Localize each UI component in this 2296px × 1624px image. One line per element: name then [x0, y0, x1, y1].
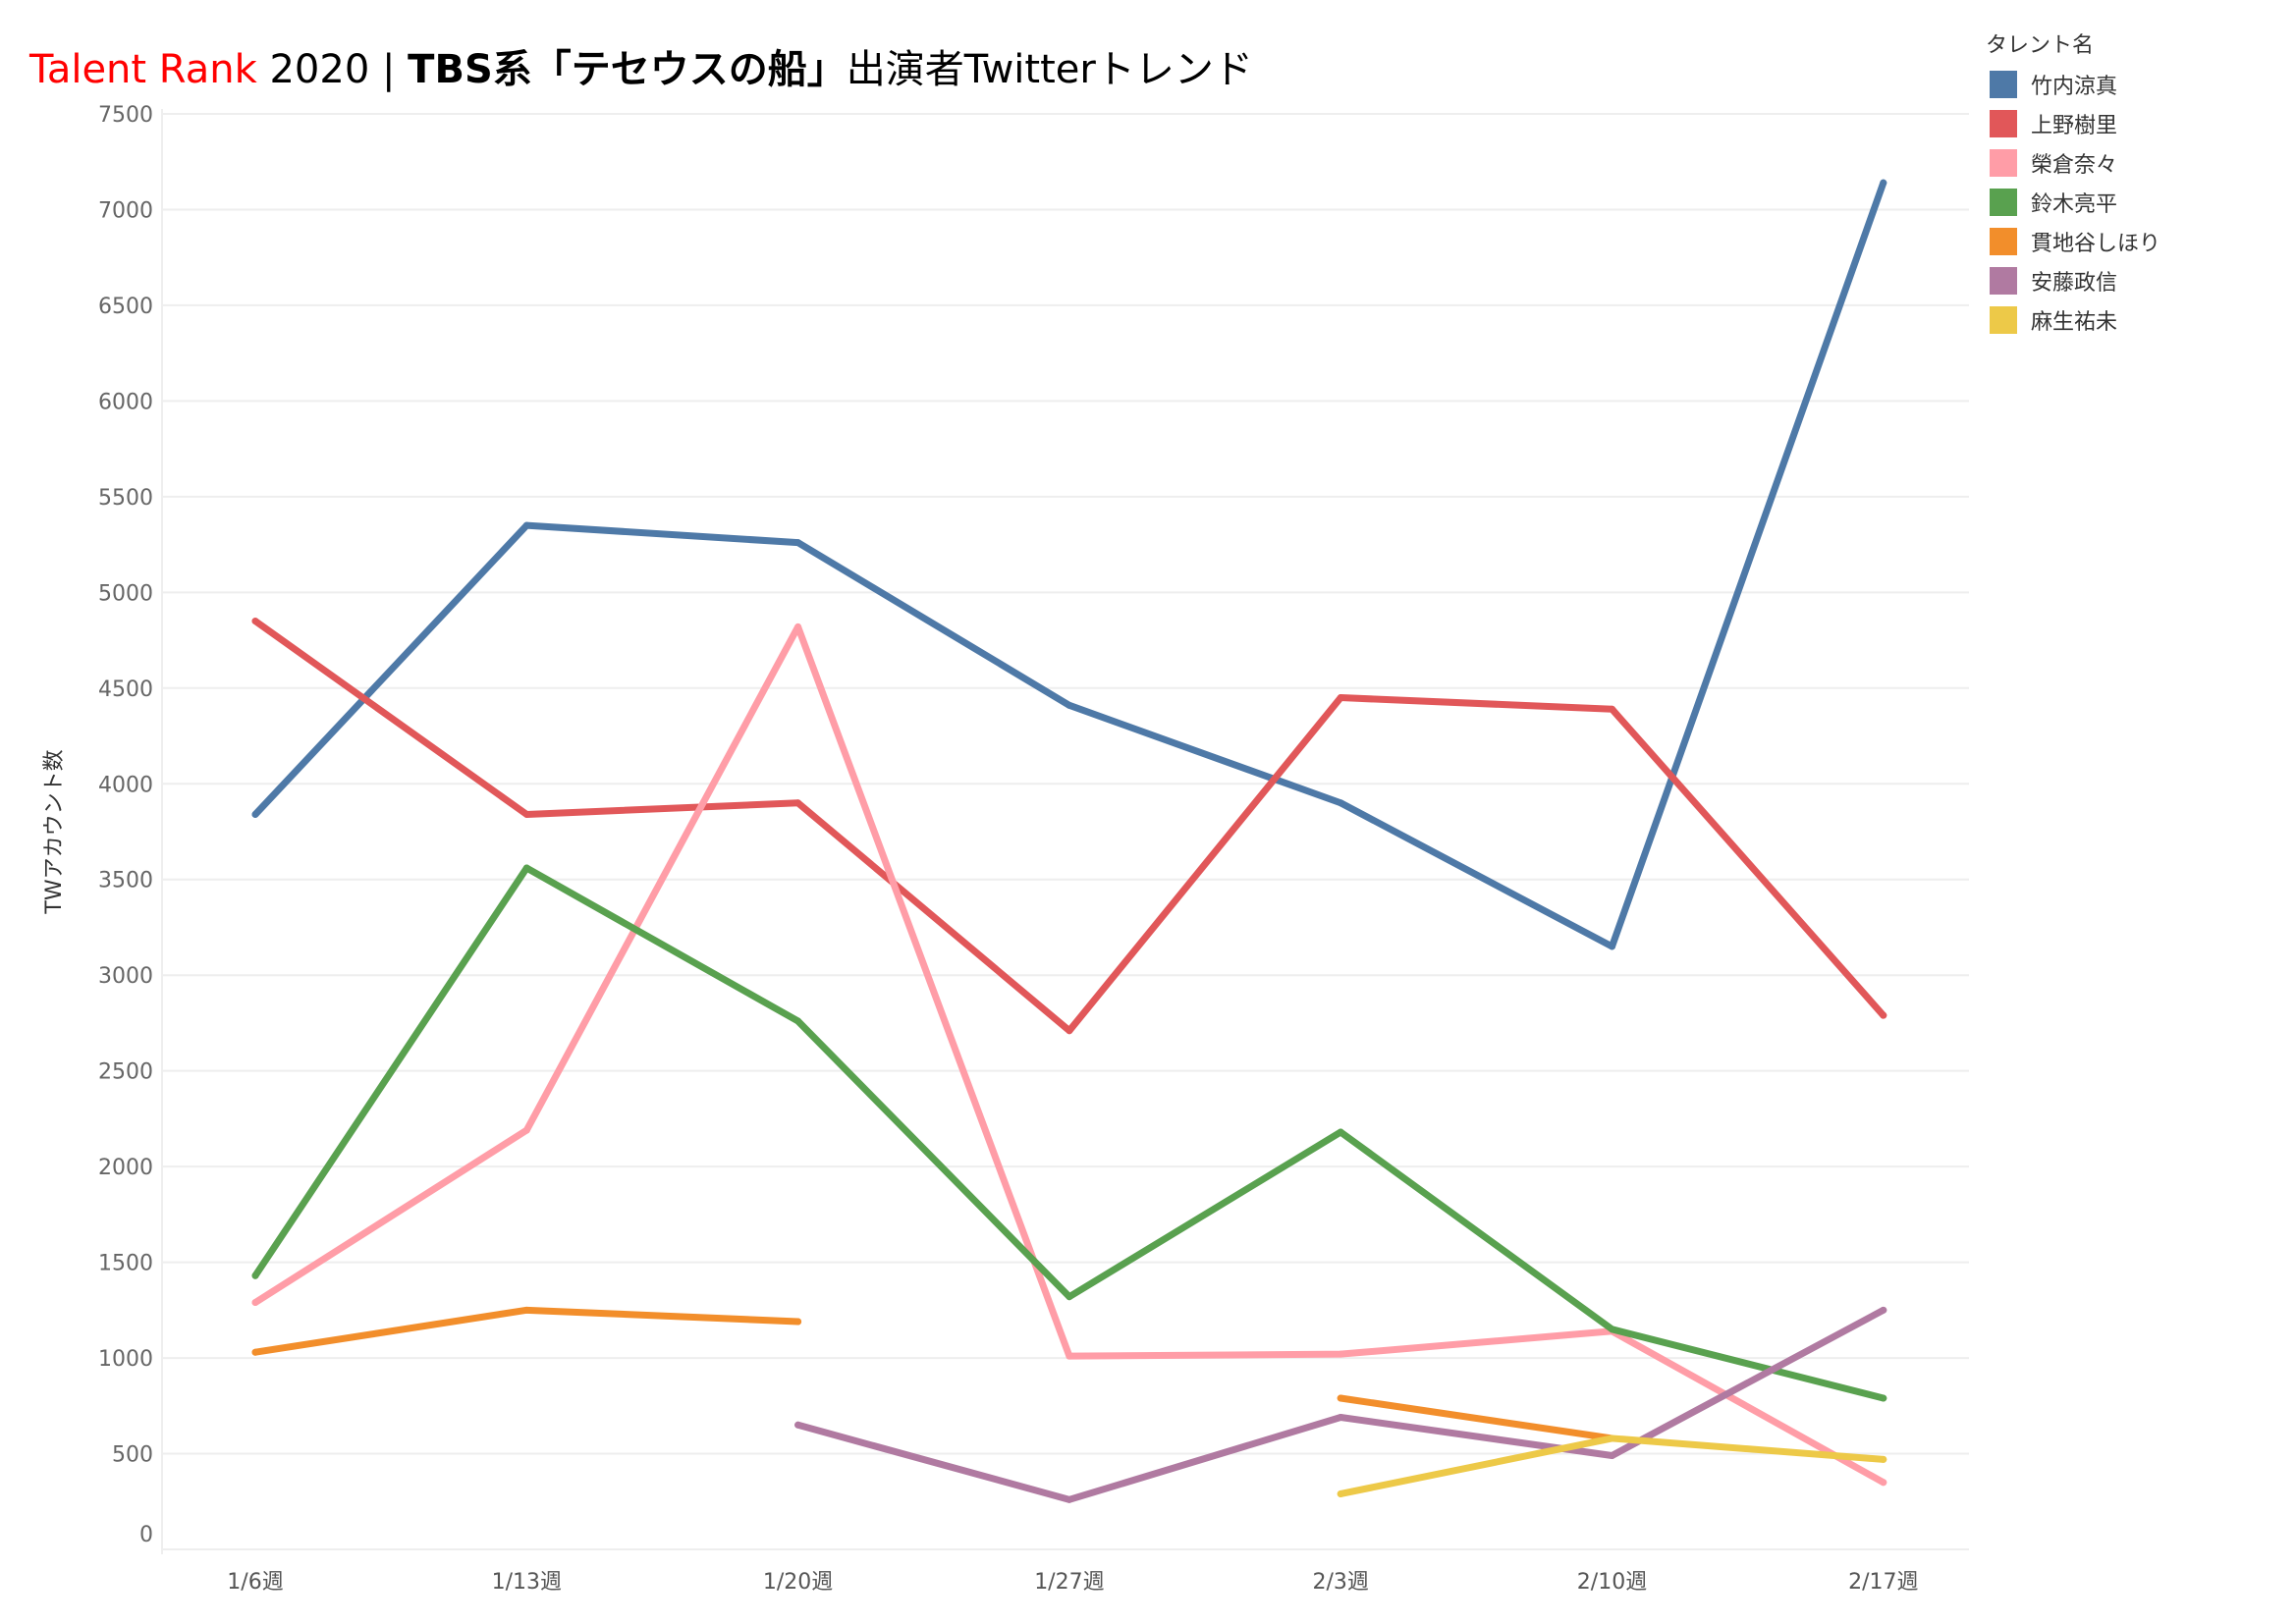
data-point	[1609, 1451, 1615, 1459]
legend-swatch	[1990, 71, 2017, 98]
title-brand: Talent Rank	[29, 47, 257, 92]
legend-swatch	[1990, 189, 2017, 216]
legend-label: 竹内涼真	[2031, 75, 2118, 99]
legend-item[interactable]: 鈴木亮平	[1986, 183, 2160, 222]
series-line-3	[251, 864, 1887, 1402]
x-tick-label: 2/3週	[1312, 1570, 1368, 1595]
x-tick-label: 1/27週	[1034, 1570, 1104, 1595]
legend-swatch	[1990, 267, 2017, 295]
title-year: 2020 |	[256, 47, 409, 92]
legend-item[interactable]: 貫地谷しほり	[1986, 222, 2160, 261]
y-tick-label: 5000	[98, 581, 153, 606]
y-tick-label: 5500	[98, 486, 153, 511]
data-point	[251, 1272, 259, 1279]
y-tick-label: 3000	[98, 964, 153, 989]
x-tick-label: 2/10週	[1577, 1570, 1647, 1595]
data-point	[1337, 694, 1344, 702]
data-point	[1880, 1479, 1887, 1487]
data-point	[1337, 1350, 1344, 1358]
legend-item[interactable]: 榮倉奈々	[1986, 143, 2160, 183]
legend-label: 貫地谷しほり	[2031, 232, 2161, 256]
data-point	[1880, 1394, 1887, 1402]
x-tick-label: 1/6週	[227, 1570, 283, 1595]
y-tick-label: 7000	[98, 198, 153, 223]
data-point	[251, 1299, 259, 1307]
y-tick-label: 1000	[98, 1347, 153, 1372]
data-point	[1880, 1306, 1887, 1314]
series-line-6	[1337, 1435, 1887, 1497]
series-line-4	[251, 1306, 802, 1356]
series-line-0	[251, 179, 1887, 950]
data-point	[1337, 799, 1344, 807]
y-axis-label: TWアカウント数	[42, 749, 67, 914]
data-point	[522, 1306, 530, 1314]
legend-label: 上野樹里	[2031, 114, 2118, 138]
y-tick-label: 500	[112, 1443, 153, 1468]
legend-label: 麻生祐未	[2031, 310, 2118, 335]
legend-item[interactable]: 安藤政信	[1986, 261, 2160, 300]
legend-label: 鈴木亮平	[2031, 192, 2118, 217]
data-point	[1609, 1326, 1615, 1333]
series-line-1	[251, 618, 1887, 1035]
data-point	[1066, 1352, 1073, 1360]
data-point	[522, 810, 530, 818]
y-tick-label: 7500	[98, 103, 153, 128]
data-point	[251, 618, 259, 625]
data-point	[794, 539, 802, 547]
data-point	[1880, 1455, 1887, 1463]
legend-swatch	[1990, 110, 2017, 137]
legend-swatch	[1990, 228, 2017, 255]
data-point	[1609, 705, 1615, 713]
title-rest: 出演者Twitterトレンド	[846, 47, 1253, 92]
y-tick-label: 0	[139, 1523, 153, 1547]
data-point	[522, 1126, 530, 1134]
y-tick-label: 1500	[98, 1252, 153, 1276]
x-tick-label: 2/17週	[1848, 1570, 1918, 1595]
legend-swatch	[1990, 149, 2017, 177]
data-point	[1066, 1495, 1073, 1503]
data-point	[251, 1348, 259, 1356]
data-point	[1066, 701, 1073, 709]
legend-title: タレント名	[1986, 33, 2095, 58]
data-point	[1066, 1027, 1073, 1035]
title-show: TBS系「テセウスの船」	[408, 47, 847, 92]
y-tick-label: 3500	[98, 869, 153, 893]
data-point	[1609, 1435, 1615, 1442]
data-point	[794, 623, 802, 630]
y-tick-label: 4500	[98, 677, 153, 702]
data-point	[1880, 179, 1887, 187]
data-point	[794, 1017, 802, 1025]
data-point	[1609, 943, 1615, 950]
legend-swatch	[1990, 306, 2017, 334]
data-point	[1337, 1413, 1344, 1421]
y-tick-label: 2500	[98, 1060, 153, 1085]
y-tick-label: 6000	[98, 390, 153, 414]
legend-item[interactable]: 竹内涼真	[1986, 65, 2160, 104]
data-point	[1337, 1128, 1344, 1136]
data-point	[794, 1318, 802, 1326]
data-point	[522, 521, 530, 529]
series-line-4	[1337, 1394, 1615, 1442]
legend-label: 榮倉奈々	[2031, 153, 2118, 178]
data-point	[522, 864, 530, 872]
data-point	[1337, 1394, 1344, 1402]
legend-label: 安藤政信	[2031, 271, 2118, 296]
x-tick-label: 1/13週	[492, 1570, 562, 1595]
y-tick-label: 2000	[98, 1156, 153, 1180]
data-point	[1880, 1011, 1887, 1019]
legend: タレント名 竹内涼真上野樹里榮倉奈々鈴木亮平貫地谷しほり 安藤政信麻生祐未	[1986, 27, 2160, 340]
data-point	[251, 810, 259, 818]
y-tick-label: 4000	[98, 773, 153, 797]
series-line-5	[794, 1306, 1887, 1503]
data-point	[794, 1421, 802, 1429]
legend-item[interactable]: 上野樹里	[1986, 104, 2160, 143]
legend-item[interactable]: 麻生祐未	[1986, 300, 2160, 340]
y-tick-label: 6500	[98, 295, 153, 319]
x-tick-label: 1/20週	[763, 1570, 833, 1595]
data-point	[794, 799, 802, 807]
data-point	[1337, 1489, 1344, 1497]
data-point	[1066, 1293, 1073, 1301]
chart-title: Talent Rank 2020 | TBS系「テセウスの船」出演者Twitte…	[29, 37, 1253, 94]
